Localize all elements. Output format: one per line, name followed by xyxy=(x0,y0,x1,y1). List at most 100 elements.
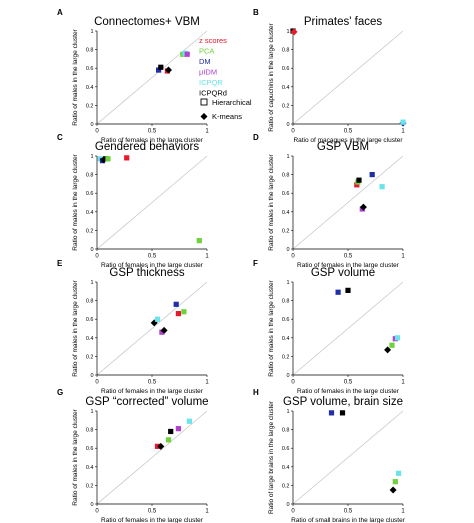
x-axis-label-h: Ratio of small brains in the large clust… xyxy=(291,517,406,523)
x-tick-label-h-2: 1 xyxy=(401,509,405,515)
y-tick-label-e-5: 1 xyxy=(90,280,93,286)
x-tick-label-d-2: 1 xyxy=(401,254,405,260)
legend-method-5: ICPQRd xyxy=(199,89,227,98)
point-b-3 xyxy=(400,119,406,125)
y-tick-label-c-3: 0.6 xyxy=(86,191,94,197)
y-tick-label-b-5: 1 xyxy=(286,29,289,35)
point-h-3 xyxy=(392,479,398,485)
y-tick-label-b-4: 0.8 xyxy=(282,48,290,54)
x-tick-label-g-1: 0.5 xyxy=(148,509,157,515)
diagonal-line-f xyxy=(292,281,404,376)
x-tick-label-d-0: 0 xyxy=(291,254,295,260)
panel-letter-e: E xyxy=(57,259,63,268)
point-d-4 xyxy=(359,203,367,211)
legend-shape-0: Hierarchical xyxy=(212,98,252,107)
legend-method-4: ICPQR xyxy=(199,78,223,87)
y-tick-label-a-2: 0.4 xyxy=(86,85,94,91)
x-tick-label-a-1: 0.5 xyxy=(148,129,157,135)
y-tick-label-g-5: 1 xyxy=(90,409,93,415)
panel-title-b: Primates' faces xyxy=(304,16,382,28)
x-tick-label-h-1: 0.5 xyxy=(344,509,353,515)
x-tick-label-d-1: 0.5 xyxy=(344,254,353,260)
point-g-3 xyxy=(168,428,174,435)
legend-square-icon xyxy=(200,98,208,106)
y-tick-label-f-0: 0 xyxy=(286,373,289,379)
y-tick-label-c-0: 0 xyxy=(90,247,93,253)
x-axis-label-c: Ratio of females in the large cluster xyxy=(101,262,204,269)
point-g-5 xyxy=(186,418,192,424)
y-tick-label-a-1: 0.2 xyxy=(86,103,94,109)
diagonal-line-d xyxy=(292,155,404,250)
panel-title-c: Gendered behaviors xyxy=(95,141,199,153)
point-c-6 xyxy=(196,238,202,244)
point-f-3 xyxy=(389,342,395,348)
x-axis-label-f: Ratio of females in the large cluster xyxy=(297,388,400,395)
panel-title-f: GSP volume xyxy=(311,267,375,279)
y-tick-label-c-1: 0.2 xyxy=(86,228,94,234)
y-tick-label-a-0: 0 xyxy=(90,122,93,128)
point-f-0 xyxy=(335,289,341,295)
y-tick-label-h-5: 1 xyxy=(286,409,289,415)
y-tick-label-g-3: 0.6 xyxy=(86,446,94,452)
point-e-2 xyxy=(159,329,165,335)
x-tick-label-a-0: 0 xyxy=(95,129,99,135)
y-tick-label-d-4: 0.8 xyxy=(282,173,290,179)
y-tick-label-f-1: 0.2 xyxy=(282,354,290,360)
point-e-6 xyxy=(181,309,187,315)
y-tick-label-e-2: 0.4 xyxy=(86,336,94,342)
y-axis-label-g: Ratio of males in the large cluster xyxy=(72,408,79,505)
panel-letter-h: H xyxy=(253,388,259,397)
panel-letter-f: F xyxy=(253,259,258,268)
point-e-1 xyxy=(154,316,161,322)
point-c-5 xyxy=(124,155,130,161)
x-tick-label-c-0: 0 xyxy=(95,254,99,260)
point-a-0 xyxy=(156,67,162,73)
point-e-4 xyxy=(173,301,179,307)
y-tick-label-f-2: 0.4 xyxy=(282,336,290,342)
panel-title-e: GSP thickness xyxy=(109,267,184,279)
y-tick-label-a-4: 0.8 xyxy=(86,48,94,54)
point-h-0 xyxy=(328,410,335,416)
y-tick-label-b-0: 0 xyxy=(286,122,289,128)
x-tick-label-h-0: 0 xyxy=(291,509,295,515)
y-tick-label-h-4: 0.8 xyxy=(282,428,290,434)
y-tick-label-g-0: 0 xyxy=(90,502,93,508)
y-axis-label-e: Ratio of males in the large cluster xyxy=(72,279,79,376)
point-d-5 xyxy=(369,172,375,178)
y-tick-label-c-4: 0.8 xyxy=(86,173,94,179)
panel-letter-a: A xyxy=(57,8,63,17)
x-axis-label-a: Ratio of females in the large cluster xyxy=(101,137,204,144)
point-d-2 xyxy=(356,177,362,183)
x-axis-label-e: Ratio of females in the large cluster xyxy=(101,388,204,395)
legend-shape-1: K-means xyxy=(212,112,242,121)
diagonal-line-g xyxy=(96,410,208,505)
x-axis-label-b: Ratio of macaques in the large cluster xyxy=(293,137,403,144)
y-tick-label-b-1: 0.2 xyxy=(282,103,290,109)
y-tick-label-f-3: 0.6 xyxy=(282,317,290,323)
diagonal-line-b xyxy=(292,30,404,125)
panel-letter-g: G xyxy=(57,388,63,397)
y-tick-label-e-0: 0 xyxy=(90,373,93,379)
x-tick-label-b-2: 1 xyxy=(401,129,405,135)
y-tick-label-d-5: 1 xyxy=(286,154,289,160)
y-axis-label-c: Ratio of males in the large cluster xyxy=(72,153,79,250)
point-a-3 xyxy=(165,66,172,74)
y-axis-label-a: Ratio of males in the large cluster xyxy=(72,28,79,125)
y-tick-label-e-3: 0.6 xyxy=(86,317,94,323)
x-tick-label-e-2: 1 xyxy=(205,380,209,386)
point-a-1 xyxy=(158,64,164,70)
x-tick-label-g-2: 1 xyxy=(205,509,209,515)
y-tick-label-c-2: 0.4 xyxy=(86,210,94,216)
x-tick-label-e-0: 0 xyxy=(95,380,99,386)
point-g-2 xyxy=(165,437,172,443)
x-axis-label-g: Ratio of females in the large cluster xyxy=(101,517,204,523)
legend-diamond-icon xyxy=(200,113,208,120)
x-tick-label-a-2: 1 xyxy=(205,129,209,135)
y-tick-label-g-4: 0.8 xyxy=(86,428,94,434)
legend-method-2: DM xyxy=(199,57,211,66)
y-tick-label-a-3: 0.6 xyxy=(86,66,94,72)
y-tick-label-c-5: 1 xyxy=(90,154,93,160)
x-tick-label-f-1: 0.5 xyxy=(344,380,353,386)
y-tick-label-h-0: 0 xyxy=(286,502,289,508)
point-f-5 xyxy=(394,335,401,341)
